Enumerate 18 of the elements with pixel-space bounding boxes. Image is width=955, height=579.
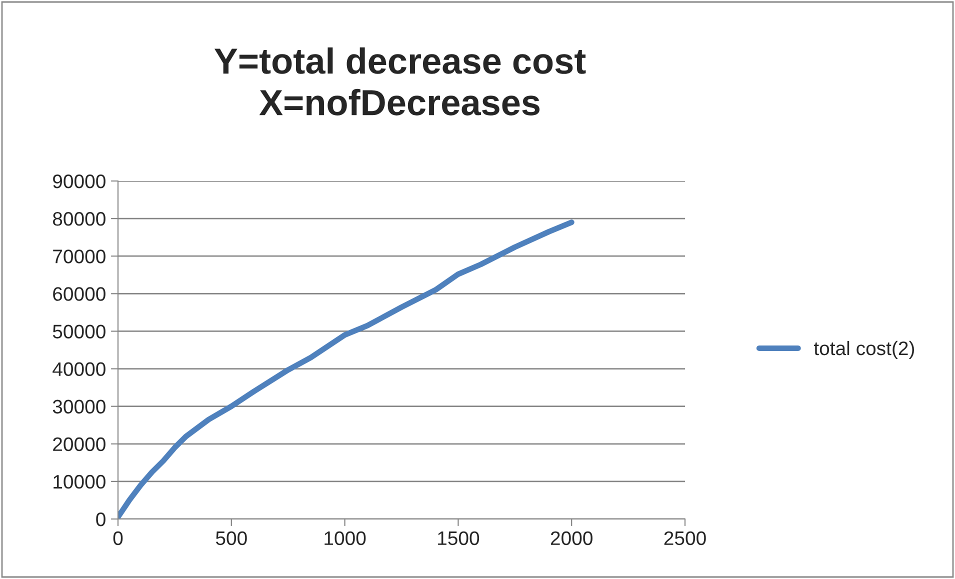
x-tick-label: 500 [216, 531, 247, 546]
y-tick-label: 20000 [53, 437, 106, 452]
y-tick-label: 0 [96, 512, 106, 526]
x-tick-label: 1000 [324, 531, 366, 546]
x-tick-label: 0 [113, 531, 123, 546]
chart-title: Y=total decrease cost X=nofDecreases [214, 47, 586, 116]
y-tick-label: 90000 [53, 174, 106, 188]
y-tick-label: 10000 [54, 474, 106, 489]
y-tick-label: 60000 [53, 287, 106, 301]
x-tick-label: 1500 [438, 531, 480, 546]
y-tick-label: 40000 [52, 362, 106, 376]
x-tick-label: 2500 [664, 531, 706, 546]
legend-label: total cost(2) [814, 340, 914, 360]
y-tick-label: 30000 [52, 400, 106, 414]
x-tick-label: 2000 [550, 531, 592, 546]
y-tick-label: 50000 [52, 324, 106, 338]
y-tick-label: 70000 [53, 250, 106, 264]
y-tick-label: 80000 [52, 212, 106, 226]
